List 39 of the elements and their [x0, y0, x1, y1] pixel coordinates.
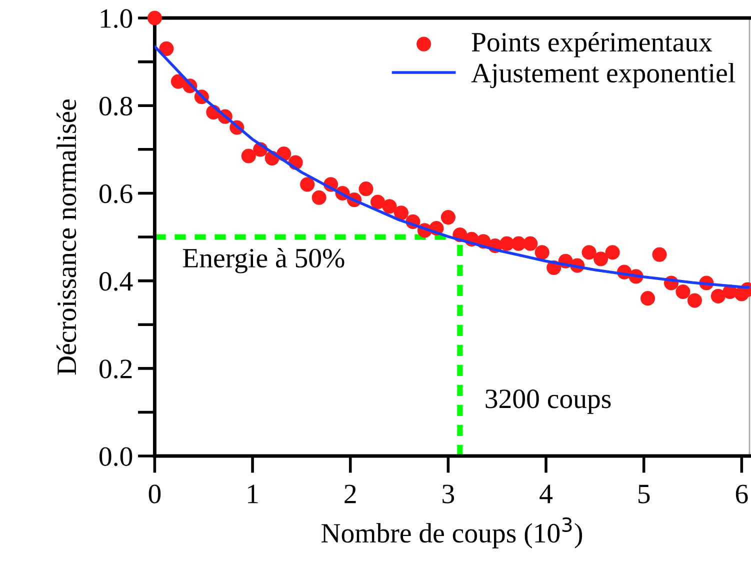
x-tick-label: 1 [248, 484, 258, 504]
point [394, 206, 409, 220]
point [534, 245, 550, 260]
point [241, 148, 256, 164]
x-tick-label: 3 [442, 484, 454, 504]
y-tick-label: 0.6 [100, 184, 132, 204]
point [687, 293, 702, 308]
x-tick-label: 2 [344, 484, 356, 504]
y-axis-title: Décroissance normalisée [56, 100, 76, 375]
point [523, 236, 538, 251]
x-tick-label: 5 [638, 484, 650, 504]
y-tick-label: 0.4 [100, 272, 133, 291]
x-tick-label: 6 [736, 484, 748, 504]
point [147, 10, 162, 26]
x-axis-title: Nombre de coups (10$^{3}$) [322, 517, 582, 548]
point [582, 245, 596, 260]
point [300, 177, 315, 192]
ref-line-label: Energie à 50% [182, 248, 344, 274]
point [594, 252, 608, 266]
point [370, 194, 386, 210]
point [652, 247, 667, 262]
ref-line-label: 3200 coups [486, 389, 611, 414]
y-tick-label: 0.0 [100, 447, 132, 466]
point [382, 199, 397, 214]
point [440, 210, 456, 225]
point [159, 41, 174, 56]
legend-label: Points expérimentaux [472, 32, 712, 58]
point [312, 190, 326, 205]
point [640, 291, 656, 306]
x-tick-label: 0 [148, 484, 161, 504]
point [676, 284, 690, 300]
point [605, 245, 620, 260]
legend-label: Ajustement exponentiel [471, 62, 736, 88]
y-tick-label: 1.0 [100, 9, 132, 28]
point [358, 182, 374, 196]
point [710, 288, 726, 304]
x-tick-label: 4 [540, 484, 553, 504]
y-tick-label: 0.2 [100, 360, 132, 378]
y-tick-label: 0.8 [100, 96, 132, 116]
